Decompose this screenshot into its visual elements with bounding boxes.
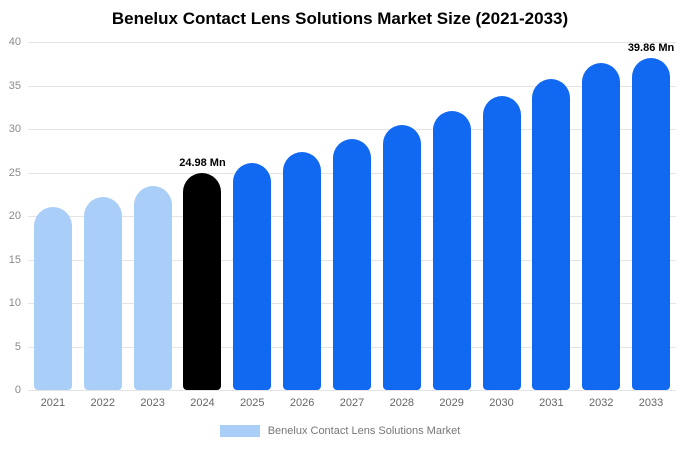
x-tick-label: 2023 bbox=[140, 397, 165, 409]
bar-slot-2025 bbox=[227, 42, 277, 390]
y-tick-label: 15 bbox=[8, 253, 21, 266]
y-tick-label: 0 bbox=[14, 384, 21, 396]
plot-area: 24.98 Mn 39.86 Mn bbox=[28, 42, 676, 391]
bar-slot-2028 bbox=[377, 42, 427, 390]
bar-2028 bbox=[382, 124, 421, 390]
bar-value-label: 39.86 Mn bbox=[627, 42, 675, 54]
bar-2027 bbox=[332, 138, 371, 390]
x-tick-label: 2028 bbox=[389, 397, 415, 409]
y-tick-label: 10 bbox=[8, 297, 21, 309]
x-tick-label: 2029 bbox=[439, 397, 464, 409]
bar-slot-2024: 24.98 Mn bbox=[178, 42, 228, 390]
bar-slot-2023 bbox=[128, 42, 178, 390]
x-tick-label: 2022 bbox=[90, 397, 115, 409]
y-tick-label: 25 bbox=[8, 166, 21, 179]
y-tick-label: 35 bbox=[8, 79, 21, 92]
bar-2029 bbox=[432, 110, 471, 390]
bar-slot-2031 bbox=[526, 42, 576, 390]
bar-2021 bbox=[33, 207, 72, 390]
bar-2033 bbox=[632, 58, 671, 390]
legend: Benelux Contact Lens Solutions Market bbox=[0, 425, 680, 437]
bar-slot-2027 bbox=[327, 42, 377, 390]
y-tick-label: 30 bbox=[8, 123, 21, 135]
x-tick-label: 2027 bbox=[339, 397, 365, 409]
x-tick-label: 2032 bbox=[588, 397, 614, 409]
bar-slot-2030 bbox=[477, 42, 527, 390]
x-axis: 2021 2022 2023 2024 2025 2026 2027 2028 2029 2030… bbox=[28, 397, 676, 409]
bars: 24.98 Mn 39.86 Mn bbox=[28, 42, 676, 390]
x-tick-label: 2021 bbox=[40, 397, 66, 409]
bar-slot-2021 bbox=[28, 42, 78, 390]
x-tick-label: 2030 bbox=[489, 397, 514, 409]
x-tick-label: 2026 bbox=[289, 397, 315, 409]
y-tick-label: 20 bbox=[8, 210, 21, 222]
legend-swatch bbox=[219, 425, 260, 437]
bar-slot-2032 bbox=[576, 42, 626, 390]
bar-slot-2022 bbox=[78, 42, 128, 390]
bar-2023 bbox=[133, 186, 172, 390]
x-tick-label: 2031 bbox=[539, 397, 564, 409]
bar-2022 bbox=[83, 196, 122, 390]
bar-value-label: 24.98 Mn bbox=[179, 156, 226, 169]
bar-slot-2026 bbox=[277, 42, 327, 390]
y-tick-label: 40 bbox=[8, 36, 21, 48]
bar-2024 bbox=[183, 172, 222, 390]
bar-2025 bbox=[233, 162, 272, 390]
bar-2030 bbox=[482, 95, 521, 390]
bar-slot-2029 bbox=[427, 42, 477, 390]
y-axis: 0 5 10 15 20 25 30 35 40 bbox=[0, 36, 24, 396]
legend-label: Benelux Contact Lens Solutions Market bbox=[267, 425, 461, 437]
gridline bbox=[28, 42, 676, 43]
gridline bbox=[28, 85, 676, 87]
bar-2026 bbox=[283, 151, 322, 390]
bar-2031 bbox=[532, 79, 571, 390]
gridline bbox=[28, 390, 676, 391]
x-tick-label: 2033 bbox=[638, 397, 664, 409]
y-tick-label: 5 bbox=[14, 340, 21, 353]
bar-2032 bbox=[582, 62, 621, 390]
gridline bbox=[28, 129, 676, 130]
x-tick-label: 2024 bbox=[190, 397, 215, 409]
x-tick-label: 2025 bbox=[240, 397, 265, 409]
chart-title: Benelux Contact Lens Solutions Market Si… bbox=[111, 9, 569, 28]
bar-slot-2033: 39.86 Mn bbox=[626, 42, 676, 390]
